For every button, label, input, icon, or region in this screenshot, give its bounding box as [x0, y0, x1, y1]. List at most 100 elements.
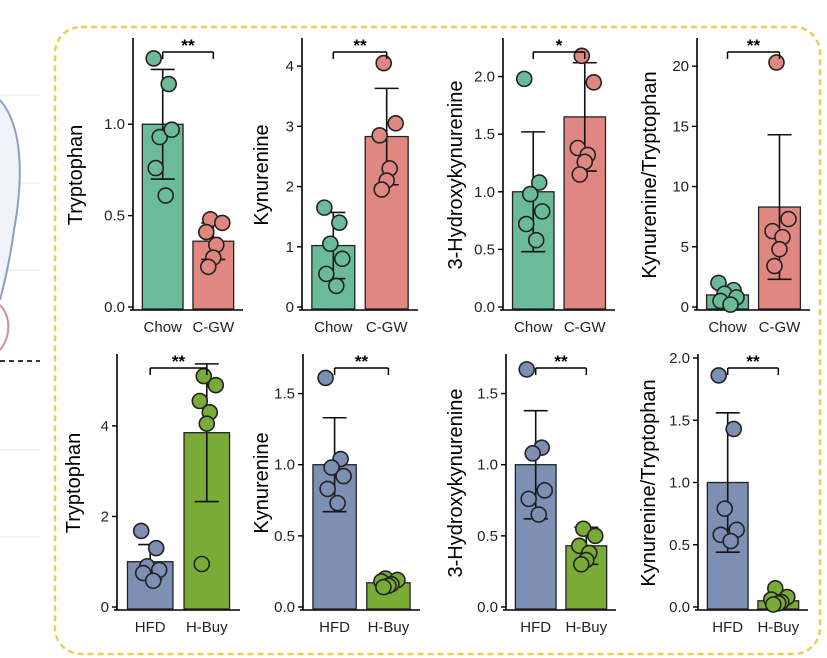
x-category-label: C-GW	[192, 319, 234, 336]
y-tick-label: 2.0	[669, 350, 690, 367]
data-point	[571, 166, 589, 183]
x-category-label: HFD	[319, 619, 350, 636]
y-tick-label: 10	[672, 179, 689, 196]
chart-panel: 0 5 10 15 20 Kynurenine/Tryptophan Chow C-GW **	[639, 36, 810, 336]
y-tick-label: 2.0	[474, 69, 495, 86]
y-tick-label: 0.0	[474, 299, 495, 316]
data-point	[331, 214, 348, 231]
y-tick-label: 1.5	[477, 386, 498, 403]
data-point	[163, 121, 180, 139]
y-tick-label: 1.5	[669, 412, 690, 429]
data-point	[536, 482, 554, 499]
y-tick-label: 1	[286, 239, 294, 256]
x-category-label: Chow	[314, 319, 353, 336]
data-point	[521, 185, 539, 203]
x-category-label: HFD	[712, 619, 743, 636]
y-tick-label: 0	[286, 299, 294, 316]
panel-frame	[53, 25, 822, 656]
y-tick-label: 2	[286, 179, 294, 196]
data-point	[323, 459, 340, 476]
chart-panel: 0.0 0.5 1.0 1.5 Kynurenine HFD H-Buy **	[251, 352, 420, 636]
x-category-label: Chow	[708, 319, 747, 336]
y-tick-label: 1.0	[477, 457, 498, 474]
y-tick-label: 0	[101, 599, 109, 616]
data-point	[573, 47, 591, 65]
y-tick-label: 1.5	[474, 126, 495, 143]
data-point	[319, 480, 336, 498]
y-tick-label: 0.0	[104, 299, 125, 316]
y-tick-label: 0.0	[477, 599, 498, 616]
data-point	[160, 75, 177, 93]
data-point	[722, 296, 739, 313]
y-tick-label: 1.5	[274, 386, 295, 403]
data-point	[147, 159, 164, 177]
data-point	[147, 539, 165, 557]
y-tick-label: 0.0	[274, 599, 295, 616]
data-point	[518, 361, 536, 378]
x-category-label: Chow	[144, 319, 183, 336]
y-tick-label: 20	[672, 58, 689, 75]
x-category-label: H-Buy	[186, 619, 228, 636]
y-axis-label: Tryptophan	[65, 125, 87, 225]
y-tick-label: 2	[101, 508, 109, 525]
y-tick-label: 0.5	[669, 537, 690, 554]
chart-panels: 0.0 0.5 1.0 Tryptophan Chow C-GW ** 0 1 2 3 4 Kynure…	[63, 36, 810, 636]
data-point	[766, 257, 783, 275]
y-tick-label: 0	[681, 299, 689, 316]
y-tick-label: 3	[286, 118, 294, 135]
significance-label: **	[747, 36, 761, 55]
x-category-label: HFD	[520, 619, 551, 636]
chart-panel: 0.0 0.5 1.0 1.5 2.0 3-Hydroxykynurenine Chow C-…	[445, 36, 615, 336]
significance-label: **	[554, 352, 568, 371]
y-tick-label: 1.0	[669, 475, 690, 492]
x-category-label: H-Buy	[757, 619, 799, 636]
data-point	[530, 506, 548, 523]
chart-panel: 0.0 0.5 1.0 1.5 2.0 Kynurenine/Tryptophan HFD H…	[638, 350, 808, 636]
data-point	[517, 215, 535, 233]
data-point	[722, 532, 740, 550]
y-axis-label: Tryptophan	[63, 433, 85, 533]
y-tick-label: 4	[101, 418, 109, 435]
y-tick-label: 0.5	[104, 208, 125, 225]
y-tick-label: 0.5	[274, 528, 295, 545]
data-point	[132, 522, 150, 540]
significance-label: *	[556, 36, 563, 55]
density-curve	[0, 304, 10, 351]
y-tick-label: 1.0	[104, 116, 125, 133]
x-category-label: C-GW	[366, 319, 408, 336]
data-point	[533, 203, 551, 220]
y-tick-label: 1.0	[474, 184, 495, 201]
x-category-label: H-Buy	[565, 619, 607, 636]
chart-panel: 0.0 0.5 1.0 1.5 3-Hydroxykynurenine HFD H-Buy *…	[445, 352, 616, 636]
y-axis-label: 3-Hydroxykynurenine	[445, 389, 467, 578]
data-point	[725, 420, 743, 438]
data-point	[329, 494, 346, 512]
y-axis-label: Kynurenine	[251, 432, 273, 533]
chart-panel: 0.0 0.5 1.0 Tryptophan Chow C-GW **	[65, 36, 243, 336]
data-point	[716, 500, 734, 517]
data-point	[768, 54, 785, 71]
y-tick-label: 0.5	[477, 528, 498, 545]
chart-panel: 0 2 4 Tryptophan HFD H-Buy **	[63, 352, 240, 636]
data-point	[373, 181, 390, 198]
data-point	[585, 74, 603, 91]
data-point	[198, 415, 216, 432]
x-category-label: H-Buy	[368, 619, 410, 636]
significance-label: **	[746, 352, 760, 371]
data-point	[520, 490, 538, 508]
density-curve	[0, 99, 21, 301]
data-point	[145, 50, 162, 67]
chart-panel: 0 1 2 3 4 Kynurenine Chow C-GW **	[251, 36, 418, 336]
y-tick-label: 0.5	[474, 241, 495, 258]
data-point	[317, 369, 334, 387]
y-tick-label: 0.0	[669, 599, 690, 616]
data-point	[198, 223, 215, 241]
data-point	[335, 467, 352, 485]
data-point	[527, 231, 545, 249]
data-point	[375, 54, 392, 72]
y-tick-label: 15	[672, 118, 689, 135]
data-point	[318, 265, 335, 283]
data-point	[322, 235, 339, 253]
y-axis-label: Kynurenine/Tryptophan	[639, 71, 661, 278]
